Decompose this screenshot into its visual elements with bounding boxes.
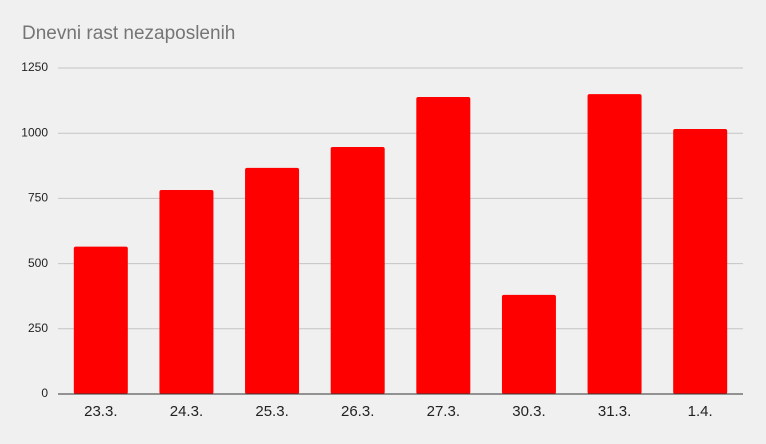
x-tick-label: 24.3. bbox=[170, 403, 203, 420]
y-tick-label: 1000 bbox=[21, 125, 48, 139]
x-tick-label: 25.3. bbox=[255, 403, 288, 420]
bar bbox=[587, 94, 642, 394]
bar bbox=[416, 96, 471, 395]
x-tick-label: 30.3. bbox=[512, 403, 545, 420]
x-tick-label: 23.3. bbox=[84, 403, 117, 420]
x-tick-label: 26.3. bbox=[341, 403, 374, 420]
bar bbox=[245, 167, 300, 394]
bar bbox=[73, 246, 128, 394]
bar bbox=[501, 294, 556, 394]
bar bbox=[159, 190, 214, 394]
y-tick-label: 750 bbox=[28, 191, 48, 205]
y-tick-label: 1250 bbox=[21, 60, 48, 74]
x-tick-label: 1.4. bbox=[688, 403, 713, 420]
bar bbox=[673, 129, 728, 394]
bar bbox=[330, 147, 385, 394]
chart-title: Dnevni rast nezaposlenih bbox=[22, 23, 235, 44]
x-tick-label: 31.3. bbox=[598, 403, 631, 420]
y-tick-label: 250 bbox=[28, 321, 48, 335]
y-tick-label: 0 bbox=[41, 386, 48, 400]
x-tick-label: 27.3. bbox=[427, 403, 460, 420]
y-tick-label: 500 bbox=[28, 256, 48, 270]
